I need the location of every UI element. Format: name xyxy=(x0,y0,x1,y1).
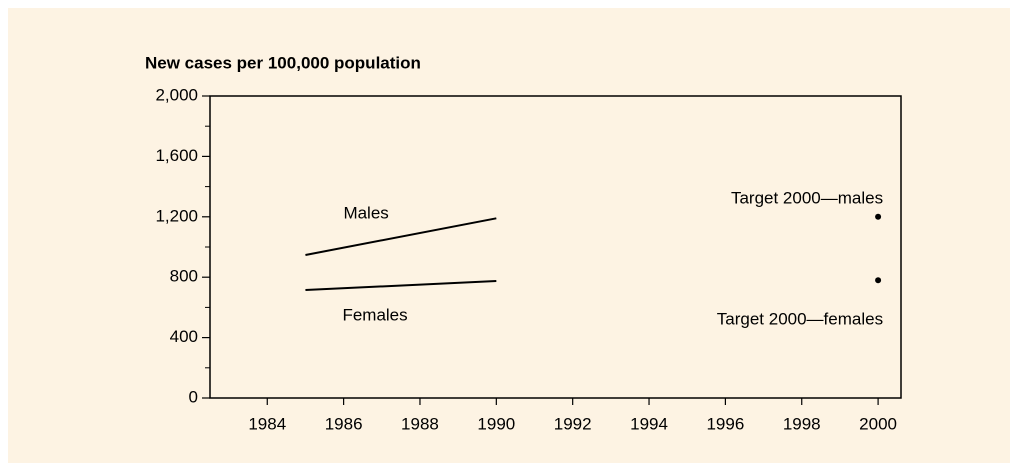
x-tick-label: 1996 xyxy=(706,414,744,433)
x-tick-label: 1984 xyxy=(248,414,286,433)
series-line xyxy=(305,279,497,292)
y-tick-label: 1,600 xyxy=(155,146,198,165)
x-tick-label: 1994 xyxy=(630,414,668,433)
x-tick-label: 1988 xyxy=(401,414,439,433)
x-tick-label: 1998 xyxy=(783,414,821,433)
series-label: Males xyxy=(343,203,388,222)
target-point xyxy=(875,277,882,284)
target-label: Target 2000—males xyxy=(731,188,883,207)
background xyxy=(8,8,1010,463)
series-label: Females xyxy=(342,306,407,325)
x-tick-label: 1990 xyxy=(477,414,515,433)
target-point xyxy=(875,213,882,220)
x-tick-label: 1986 xyxy=(325,414,363,433)
y-tick-label: 400 xyxy=(170,327,198,346)
x-tick-label: 2000 xyxy=(859,414,897,433)
x-tick-label: 1992 xyxy=(554,414,592,433)
y-tick-label: 2,000 xyxy=(155,85,198,104)
chart-title: New cases per 100,000 population xyxy=(145,53,421,72)
y-tick-label: 0 xyxy=(189,387,198,406)
series-line xyxy=(305,217,497,256)
y-tick-label: 1,200 xyxy=(155,206,198,225)
target-label: Target 2000—females xyxy=(717,310,883,329)
y-tick-label: 800 xyxy=(170,267,198,286)
